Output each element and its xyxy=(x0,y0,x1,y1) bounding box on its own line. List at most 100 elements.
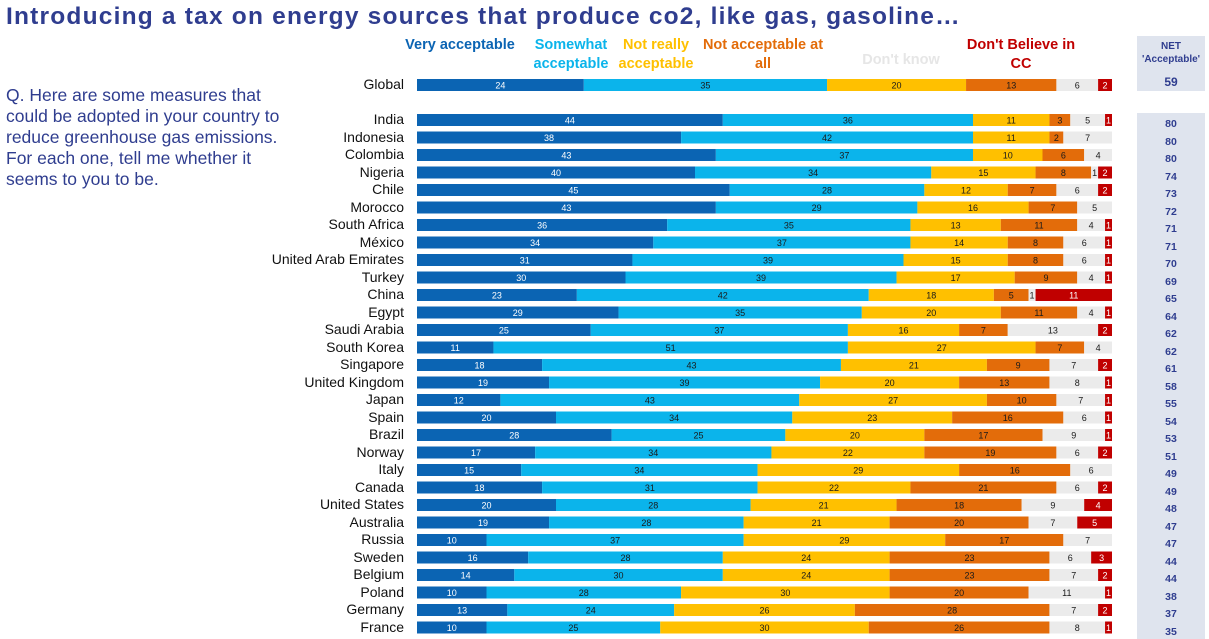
bar-segment xyxy=(417,324,591,336)
bar-segment xyxy=(896,271,1015,284)
bar-segment xyxy=(820,376,960,389)
net-value: 70 xyxy=(1165,258,1177,270)
data-label: 27 xyxy=(888,396,898,406)
bar-segment xyxy=(1105,236,1112,249)
data-label: 17 xyxy=(471,448,481,458)
legend-item: Not really acceptable xyxy=(618,37,694,72)
bar-segment xyxy=(417,219,668,231)
bar-segment xyxy=(1007,324,1099,336)
data-label: 11 xyxy=(1034,221,1043,231)
row-label: Turkey xyxy=(361,268,404,285)
bar-segment xyxy=(417,131,682,144)
data-label: 11 xyxy=(1007,116,1016,126)
bar-segment xyxy=(667,219,911,231)
net-value: 35 xyxy=(1165,625,1177,638)
bar-segment xyxy=(417,481,543,494)
net-value: 47 xyxy=(1165,538,1177,550)
legend-item: Don't know xyxy=(862,52,940,68)
bar-segment xyxy=(1049,359,1099,371)
bar-segment xyxy=(417,184,730,196)
data-label: 1 xyxy=(1106,413,1111,423)
bar-segment xyxy=(417,499,556,511)
bar-segment xyxy=(757,464,960,476)
data-label: 4 xyxy=(1089,308,1094,318)
bar-segment xyxy=(417,306,619,319)
data-label: 28 xyxy=(509,431,519,441)
data-label: 21 xyxy=(819,501,829,511)
legend-item: Very acceptable xyxy=(405,37,515,53)
net-value: 44 xyxy=(1165,555,1177,568)
data-label: 2 xyxy=(1103,448,1108,458)
data-label: 28 xyxy=(579,588,589,598)
bar-segment xyxy=(1084,499,1112,511)
data-label: 43 xyxy=(561,203,571,213)
bar-segment xyxy=(514,569,723,581)
data-label: 37 xyxy=(610,536,620,546)
row-label: United Arab Emirates xyxy=(271,251,404,267)
data-label: 1 xyxy=(1106,623,1111,633)
bar-segment xyxy=(715,201,918,214)
bar-segment xyxy=(549,376,821,389)
bar-segment xyxy=(542,359,841,371)
bar-segment xyxy=(1063,131,1112,144)
data-label: 28 xyxy=(620,553,630,563)
data-label: 4 xyxy=(1096,151,1101,161)
bar-segment xyxy=(847,341,1036,354)
data-label: 6 xyxy=(1075,186,1080,196)
data-label: 51 xyxy=(666,343,676,353)
bar-segment xyxy=(417,621,487,634)
data-label: 1 xyxy=(1106,273,1111,283)
data-label: 9 xyxy=(1071,431,1076,441)
bar-segment xyxy=(1105,586,1112,599)
chart-title: Introducing a tax on energy sources that… xyxy=(6,3,961,30)
bar-segment xyxy=(500,394,800,406)
data-label: 2 xyxy=(1103,81,1108,91)
bar-segment xyxy=(785,429,925,441)
data-label: 3 xyxy=(1057,116,1062,126)
bar-segment xyxy=(556,411,793,424)
bar-segment xyxy=(417,166,695,179)
bar-segment xyxy=(1105,621,1112,634)
data-label: 7 xyxy=(1050,518,1055,528)
bar-segment xyxy=(417,359,543,371)
data-label: 7 xyxy=(981,326,986,336)
data-label: 35 xyxy=(735,308,745,318)
bar-segment xyxy=(1049,621,1106,634)
bar-segment xyxy=(1098,79,1112,91)
bar-segment xyxy=(417,411,556,424)
bar-segment xyxy=(611,429,786,441)
question-text: Q. Here are some measures that could be … xyxy=(6,85,280,189)
data-label: 4 xyxy=(1096,501,1101,511)
data-label: 21 xyxy=(978,483,988,493)
bar-segment xyxy=(660,621,869,634)
net-value: 64 xyxy=(1165,310,1177,323)
data-label: 24 xyxy=(801,571,811,581)
data-label: 7 xyxy=(1057,343,1062,353)
net-header-panel xyxy=(1137,36,1205,91)
bar-segment xyxy=(486,621,661,634)
bar-segment xyxy=(896,499,1022,511)
bar-segment xyxy=(986,359,1050,371)
bar-segment xyxy=(750,499,897,511)
bar-segment xyxy=(1098,184,1112,196)
bar-segment xyxy=(681,586,890,599)
bar-segment xyxy=(959,464,1071,476)
bar-segment xyxy=(1063,534,1112,546)
data-label: 2 xyxy=(1103,168,1108,178)
data-label: 1 xyxy=(1106,378,1111,388)
bar-segment xyxy=(1098,446,1112,459)
net-value: 58 xyxy=(1165,380,1177,393)
data-label: 31 xyxy=(520,256,530,266)
data-label: 17 xyxy=(978,431,988,441)
data-label: 15 xyxy=(978,168,988,178)
bar-segment xyxy=(417,569,515,581)
data-label: 34 xyxy=(669,413,679,423)
bar-segment xyxy=(417,236,654,249)
data-label: 29 xyxy=(513,308,523,318)
data-label: 11 xyxy=(1034,308,1043,318)
row-label: Global xyxy=(363,76,404,92)
data-label: 36 xyxy=(537,221,547,231)
net-value: 49 xyxy=(1165,468,1177,480)
net-value: 80 xyxy=(1165,118,1177,130)
bar-segment xyxy=(1098,481,1112,494)
